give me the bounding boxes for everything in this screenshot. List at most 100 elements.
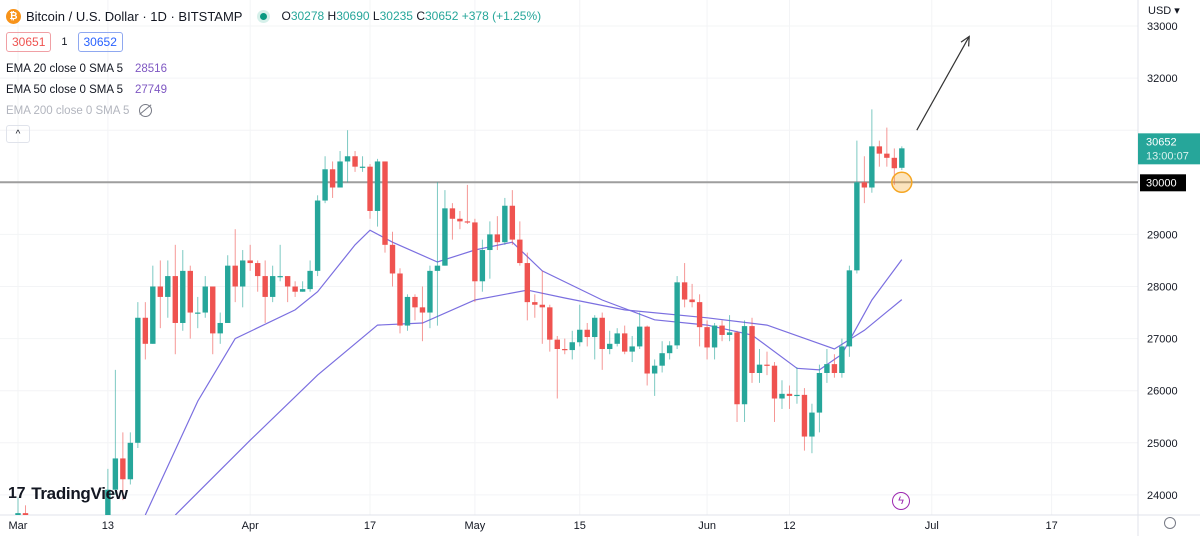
candle	[794, 367, 800, 404]
currency-selector[interactable]: USD ▾	[1148, 5, 1180, 17]
high-value: 30690	[336, 9, 370, 23]
candle-body	[382, 161, 388, 245]
candle	[105, 468, 111, 515]
tradingview-watermark[interactable]: 17 TradingView	[8, 484, 128, 504]
candle	[120, 432, 126, 501]
candle	[547, 304, 553, 352]
indicator-ema50[interactable]: EMA 50 close 0 SMA 5 27749	[6, 79, 541, 100]
arrow-head	[960, 35, 970, 47]
candle-body	[232, 265, 238, 287]
candle-body	[202, 286, 208, 313]
candle	[487, 221, 493, 279]
candle-body	[592, 317, 598, 338]
candle	[854, 140, 860, 274]
candle-body	[412, 296, 418, 308]
settings-gear-icon[interactable]	[1164, 517, 1176, 529]
candle-body	[756, 364, 763, 373]
candle-body	[112, 458, 119, 490]
candle	[329, 161, 336, 198]
candle	[636, 312, 643, 350]
candle	[419, 286, 426, 342]
candle	[756, 349, 763, 383]
buy-price-button[interactable]: 30652	[77, 32, 123, 52]
candle-body	[187, 270, 193, 313]
candle-body	[397, 273, 403, 326]
candle	[195, 296, 201, 329]
candle	[839, 338, 845, 378]
tradingview-logo-icon: 17	[8, 485, 26, 502]
symbol-row: ₿ Bitcoin / U.S. Dollar · 1D · BITSTAMP …	[6, 6, 541, 26]
candle	[269, 265, 276, 303]
candle	[172, 244, 178, 355]
candle	[899, 146, 905, 171]
candle	[569, 330, 575, 360]
symbol-title[interactable]: Bitcoin / U.S. Dollar · 1D · BITSTAMP	[26, 8, 243, 24]
candle	[779, 380, 785, 409]
indicator-label: EMA 50 close 0 SMA 5	[6, 83, 123, 96]
candle-body	[711, 325, 718, 348]
candle	[479, 239, 486, 292]
candle-body	[577, 329, 583, 343]
candle-body	[359, 166, 366, 168]
candle-body	[105, 489, 111, 515]
open-value: 30278	[290, 9, 325, 23]
candle	[15, 497, 21, 515]
watermark-text: TradingView	[31, 484, 128, 503]
candle-body	[479, 250, 486, 282]
candle-body	[704, 327, 710, 348]
candle	[150, 265, 156, 344]
bitcoin-logo-icon: ₿	[6, 8, 21, 24]
candle-body	[247, 260, 253, 264]
hidden-eye-icon[interactable]	[139, 104, 153, 117]
candle-body	[539, 304, 545, 308]
candle-body	[547, 307, 553, 340]
candle	[704, 320, 710, 360]
candle-body	[135, 317, 141, 443]
candle-body	[442, 208, 448, 266]
candle-body	[157, 286, 164, 297]
candle-body	[764, 364, 770, 366]
y-tick-label: 29000	[1147, 229, 1178, 241]
candle	[187, 265, 193, 339]
candle	[824, 349, 830, 383]
candle	[771, 362, 778, 422]
candle-body	[794, 394, 800, 397]
candle-body	[614, 333, 620, 344]
candle-body	[891, 157, 898, 169]
candle	[674, 276, 680, 350]
candle	[786, 385, 793, 409]
candle-body	[269, 276, 276, 297]
candle-body	[502, 205, 508, 243]
candle-body	[621, 333, 628, 352]
highlight-circle	[891, 171, 913, 194]
indicator-value: 27749	[134, 83, 167, 96]
candle-body	[374, 161, 381, 211]
candle-body	[472, 222, 478, 282]
candle	[142, 302, 149, 360]
candle	[412, 294, 418, 321]
bar-countdown-label: 13:00:07	[1146, 150, 1189, 162]
lightning-event-icon[interactable]: ϟ	[892, 492, 910, 510]
sell-price-button[interactable]: 30651	[6, 32, 52, 52]
candle-body	[337, 161, 343, 188]
candle-body	[509, 205, 516, 240]
low-value: 30235	[379, 9, 413, 23]
candle	[352, 151, 358, 172]
candle-body	[284, 276, 291, 287]
candle-body	[854, 182, 860, 271]
plot-pane	[0, 35, 1138, 515]
collapse-legend-button[interactable]: ^	[6, 125, 30, 143]
candle	[532, 294, 538, 318]
indicator-value: 28516	[134, 62, 167, 75]
y-tick-label: 25000	[1147, 438, 1178, 450]
candle-body	[607, 343, 613, 350]
x-tick-label: 12	[783, 520, 795, 532]
market-open-status-icon	[260, 12, 268, 20]
candle	[599, 312, 605, 370]
indicator-ema200[interactable]: EMA 200 close 0 SMA 5	[6, 100, 541, 121]
indicator-ema20[interactable]: EMA 20 close 0 SMA 5 28516	[6, 58, 541, 79]
candle-body	[861, 182, 868, 188]
candle-body	[299, 289, 306, 292]
candle	[644, 325, 650, 386]
